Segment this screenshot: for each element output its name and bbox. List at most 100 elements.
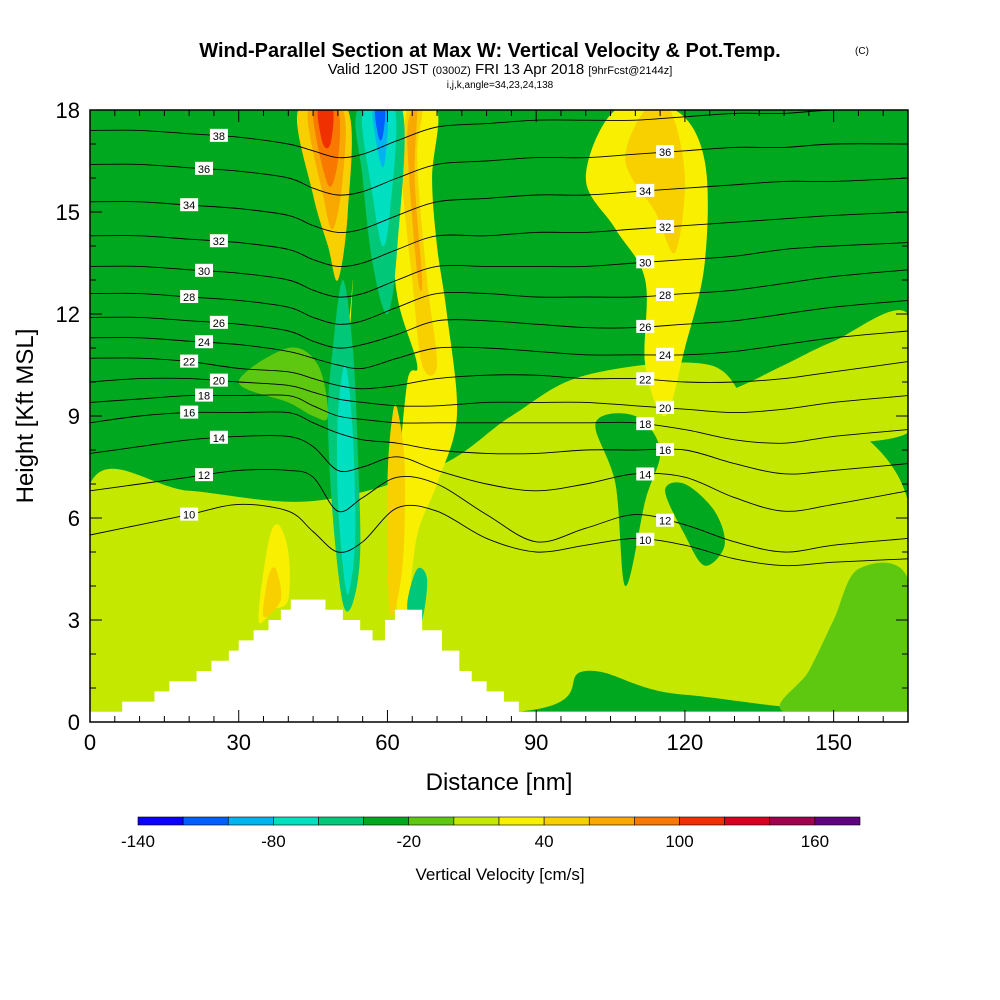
contour-label: 36 <box>656 145 675 159</box>
w-region <box>317 110 334 149</box>
terrain-profile <box>90 599 908 722</box>
x-tick-label: 150 <box>815 730 852 755</box>
theta-contour <box>90 469 908 553</box>
contour-label-bg <box>195 161 214 175</box>
contour-label-bg <box>636 467 655 481</box>
colorbar-tick-label: -20 <box>396 832 421 851</box>
contour-label: 26 <box>209 315 228 330</box>
contour-label-text: 34 <box>183 200 195 212</box>
contour-label: 12 <box>195 468 214 482</box>
colorbar-swatch <box>679 816 725 826</box>
contour-label-text: 18 <box>198 391 210 403</box>
y-tick-label: 15 <box>56 200 80 225</box>
contour-label-text: 10 <box>639 535 651 547</box>
contour-label-text: 14 <box>213 433 225 445</box>
theta-contour <box>90 330 908 370</box>
y-tick-label: 18 <box>56 98 80 123</box>
contour-label: 24 <box>656 347 675 362</box>
valid-date: FRI 13 Apr 2018 <box>475 61 584 78</box>
contour-label-bg <box>195 335 214 349</box>
colorbar-swatch <box>634 816 680 826</box>
contour-label-text: 20 <box>213 376 225 388</box>
contour-label-text: 32 <box>659 222 671 234</box>
contour-label: 18 <box>195 388 214 403</box>
contour-label-bg <box>636 255 655 269</box>
contour-label: 28 <box>180 290 199 304</box>
contour-label-text: 28 <box>659 290 671 302</box>
contour-label-text: 22 <box>183 357 195 369</box>
contour-label: 28 <box>656 287 675 302</box>
contour-label-bg <box>656 219 675 233</box>
contour-label-bg <box>656 287 675 301</box>
contour-label: 36 <box>195 161 214 176</box>
contour-label-text: 34 <box>639 186 651 198</box>
colorbar-tick-label: -80 <box>261 832 286 851</box>
forecast-info: [9hrFcst@2144z] <box>588 65 672 77</box>
contour-label: 32 <box>209 234 228 248</box>
contour-label: 30 <box>195 263 214 278</box>
contour-label-bg <box>180 507 199 521</box>
contour-label-bg <box>180 354 199 368</box>
contour-label-bg <box>195 263 214 277</box>
contour-label-bg <box>636 319 655 333</box>
potential-temperature-contours <box>90 110 908 567</box>
y-tick-label: 3 <box>68 608 80 633</box>
x-tick-label: 120 <box>667 730 704 755</box>
x-tick-label: 60 <box>375 730 399 755</box>
contour-label: 10 <box>180 507 199 522</box>
contour-label: 34 <box>180 198 199 212</box>
y-tick-label: 12 <box>56 302 80 327</box>
contour-label-bg <box>656 443 675 456</box>
x-axis: 0 30 60 90 120 150 <box>84 110 909 755</box>
contour-label: 22 <box>180 354 199 369</box>
w-region <box>665 482 725 566</box>
contour-label-bg <box>636 183 655 197</box>
contour-label-text: 16 <box>183 408 195 420</box>
contour-label-bg <box>656 400 675 414</box>
theta-contour <box>90 394 908 444</box>
theta-contour <box>90 377 908 414</box>
copyright-mark: (C) <box>855 46 869 57</box>
contour-label-bg <box>180 405 199 419</box>
colorbar-tick-label: -140 <box>121 832 155 851</box>
w-region <box>666 310 908 443</box>
contour-label-text: 26 <box>639 322 651 334</box>
contour-label-bg <box>656 145 675 159</box>
contour-label: 12 <box>656 513 675 528</box>
colorbar-swatch <box>408 816 455 826</box>
colorbar-swatch <box>769 816 816 826</box>
w-region <box>144 110 202 179</box>
colorbar-swatch <box>724 816 771 826</box>
contour-label-text: 24 <box>659 350 671 362</box>
contour-label-bg <box>195 388 214 402</box>
contour-label-bg <box>209 430 228 444</box>
contour-label-text: 16 <box>659 445 671 457</box>
colorbar-swatch <box>588 816 635 826</box>
contour-label-text: 36 <box>659 147 671 159</box>
contour-label: 14 <box>636 467 655 481</box>
valid-utc: (0300Z) <box>432 65 471 77</box>
contour-label: 32 <box>656 219 675 234</box>
theta-contour <box>90 435 908 512</box>
theta-contour <box>90 269 908 325</box>
colorbar-swatch <box>273 816 319 826</box>
colorbar-swatch <box>363 816 410 826</box>
theta-contour <box>90 143 908 196</box>
contour-label-bg <box>209 234 228 248</box>
contour-label: 10 <box>636 532 655 547</box>
theta-contour <box>90 299 908 349</box>
colorbar-swatch <box>814 816 861 826</box>
contour-label-text: 32 <box>213 236 225 248</box>
contour-label-bg <box>180 198 199 212</box>
y-axis-label: Height [Kft MSL] <box>12 329 39 504</box>
contour-label-bg <box>636 372 655 386</box>
contour-label-text: 12 <box>198 470 210 482</box>
colorbar-swatch <box>227 816 274 826</box>
colorbar-swatch <box>182 816 229 826</box>
contour-label-text: 20 <box>659 403 671 415</box>
contour-label-bg <box>656 347 675 361</box>
colorbar-swatch <box>453 816 500 826</box>
